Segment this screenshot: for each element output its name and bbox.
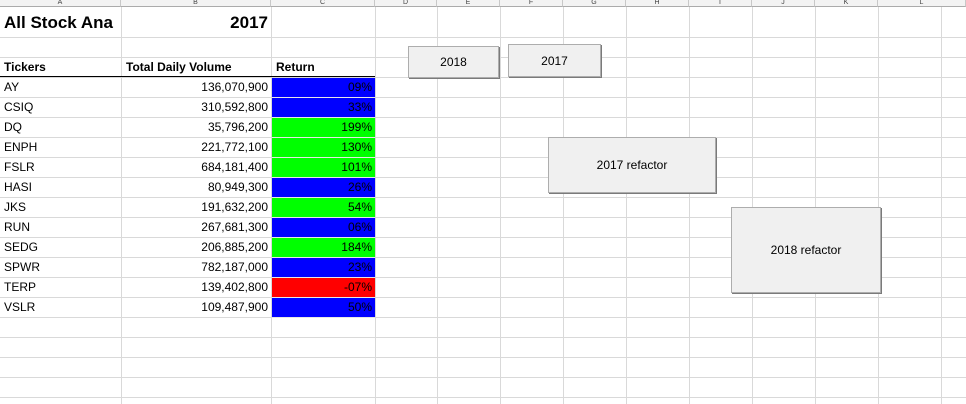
gridline (0, 237, 966, 238)
column-header-k[interactable]: K (815, 0, 878, 7)
volume-cell[interactable]: 221,772,100 (201, 140, 268, 154)
volume-cell[interactable]: 310,592,800 (201, 100, 268, 114)
volume-cell[interactable]: 136,070,900 (201, 80, 268, 94)
gridline (0, 217, 966, 218)
gridline (0, 277, 966, 278)
gridline (752, 7, 753, 404)
column-header-i[interactable]: I (689, 0, 752, 7)
gridline (0, 157, 966, 158)
gridline (0, 337, 966, 338)
column-header-a[interactable]: A (0, 0, 121, 7)
ticker-cell[interactable]: TERP (4, 280, 37, 294)
gridline (0, 377, 966, 378)
gridline (0, 117, 966, 118)
gridline (0, 177, 966, 178)
gridline (0, 97, 966, 98)
gridline (0, 257, 966, 258)
column-header-b[interactable]: B (121, 0, 271, 7)
gridline (0, 297, 966, 298)
column-header-h[interactable]: H (626, 0, 689, 7)
column-header-e[interactable]: E (437, 0, 500, 7)
gridline (271, 7, 272, 404)
volume-cell[interactable]: 191,632,200 (201, 200, 268, 214)
gridline (626, 7, 627, 404)
volume-cell[interactable]: 267,681,300 (201, 220, 268, 234)
ticker-cell[interactable]: CSIQ (4, 100, 34, 114)
volume-cell[interactable]: 206,885,200 (201, 240, 268, 254)
run-2017-refactor-button[interactable]: 2017 refactor (548, 137, 716, 193)
gridline (121, 7, 122, 404)
gridline (563, 7, 564, 404)
run-2018-button[interactable]: 2018 (408, 46, 499, 78)
run-2018-refactor-button[interactable]: 2018 refactor (731, 207, 881, 293)
column-header-g[interactable]: G (563, 0, 626, 7)
year-cell[interactable]: 2017 (122, 9, 271, 37)
volume-cell[interactable]: 35,796,200 (207, 120, 268, 134)
header-return[interactable]: Return (276, 60, 315, 74)
gridline (375, 7, 376, 404)
return-cell[interactable]: -07% (272, 278, 375, 298)
ticker-cell[interactable]: VSLR (4, 300, 36, 314)
gridline (437, 7, 438, 404)
return-cell[interactable]: 130% (272, 138, 375, 158)
ticker-cell[interactable]: SPWR (4, 260, 40, 274)
column-header-d[interactable]: D (375, 0, 437, 7)
column-header-j[interactable]: J (752, 0, 815, 7)
gridline (500, 7, 501, 404)
return-cell[interactable]: 50% (272, 298, 375, 318)
return-cell[interactable]: 54% (272, 198, 375, 218)
gridline (0, 37, 966, 38)
return-cell[interactable]: 09% (272, 78, 375, 98)
column-header-f[interactable]: F (500, 0, 563, 7)
gridline (0, 317, 966, 318)
gridline (878, 7, 879, 404)
ticker-cell[interactable]: JKS (4, 200, 27, 214)
return-cell[interactable]: 33% (272, 98, 375, 118)
ticker-cell[interactable]: DQ (4, 120, 22, 134)
column-header-c[interactable]: C (271, 0, 375, 7)
volume-cell[interactable]: 109,487,900 (201, 300, 268, 314)
gridline (689, 7, 690, 404)
gridline (941, 7, 942, 404)
ticker-cell[interactable]: FSLR (4, 160, 35, 174)
ticker-cell[interactable]: ENPH (4, 140, 38, 154)
header-underline (0, 76, 375, 77)
ticker-cell[interactable]: RUN (4, 220, 30, 234)
column-header-l[interactable]: L (878, 0, 966, 7)
sheet-title[interactable]: All Stock Ana (4, 9, 121, 37)
ticker-cell[interactable]: SEDG (4, 240, 39, 254)
volume-cell[interactable]: 782,187,000 (201, 260, 268, 274)
return-cell[interactable]: 06% (272, 218, 375, 238)
header-tickers[interactable]: Tickers (4, 60, 46, 74)
volume-cell[interactable]: 139,402,800 (201, 280, 268, 294)
return-cell[interactable]: 101% (272, 158, 375, 178)
ticker-cell[interactable]: AY (4, 80, 20, 94)
volume-cell[interactable]: 80,949,300 (207, 180, 268, 194)
ticker-cell[interactable]: HASI (4, 180, 33, 194)
volume-cell[interactable]: 684,181,400 (201, 160, 268, 174)
gridline (815, 7, 816, 404)
return-cell[interactable]: 184% (272, 238, 375, 258)
header-total-daily-volume[interactable]: Total Daily Volume (126, 60, 232, 74)
gridline (0, 357, 966, 358)
gridline (0, 137, 966, 138)
run-2017-button[interactable]: 2017 (508, 44, 601, 77)
gridline (0, 397, 966, 398)
return-cell[interactable]: 26% (272, 178, 375, 198)
return-cell[interactable]: 199% (272, 118, 375, 138)
gridline (0, 197, 966, 198)
return-cell[interactable]: 23% (272, 258, 375, 278)
